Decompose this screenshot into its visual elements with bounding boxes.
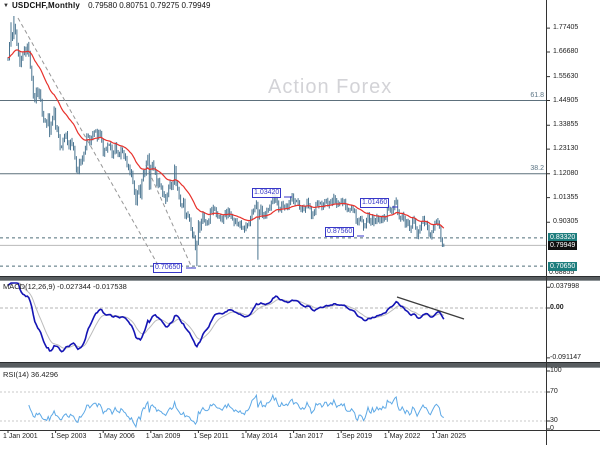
price-axis-label: 1.12080 [553,169,579,177]
macd-panel-label: MACD(12,26,9) -0.027344 -0.017538 [3,282,127,291]
time-axis-label: 1 May 2006 [98,433,135,440]
time-axis[interactable]: 1 Jan 2001 1 Sep 2003 1 May 2006 1 Jan 2009… [0,431,600,450]
chart-line [7,27,550,433]
macd-axis-label: 0.00 [550,304,564,311]
rsi-axis-label: 30 [550,417,558,424]
rsi-axis-label: 100 [550,367,562,374]
time-axis-label: 1 Jan 2001 [3,433,38,440]
macd-axis-label: 0.037998 [550,283,580,291]
time-axis-label: 1 May 2022 [383,433,421,440]
price-tag: 0.79949 [548,240,578,250]
price-axis-border [546,0,547,445]
rsi-panel-label: RSI(14) 36.4296 [3,370,59,379]
chart-line [7,282,445,353]
chart-line [28,393,444,429]
time-axis-label: 1 Jan 2009 [145,433,181,440]
time-axis-label: 1 Jan 2017 [288,433,324,440]
chart-line [396,296,465,320]
ohlc-readout: 0.79580 0.80751 0.79275 0.79949 [88,1,211,10]
price-tag: 0.70650 [548,261,578,271]
chart-line [186,196,398,269]
price-axis-label: 0.90305 [553,218,579,226]
price-axis-label: 1.55630 [553,72,579,80]
chart-line [145,164,193,269]
price-axis-label: 1.23130 [553,145,579,153]
time-axis-label: 1 Sep 2019 [336,433,372,440]
price-axis-label: 1.44905 [553,96,579,104]
time-axis-label: 1 Sep 2011 [193,433,229,440]
chart-line [7,16,445,267]
price-axis[interactable]: 1.77405 1.66680 1.55630 1.44905 1.33855 1.231… [547,0,600,432]
watermark: Action Forex [268,76,393,98]
price-axis-label: 0.68855 [549,269,575,276]
time-axis-label: 1 May 2014 [241,433,278,440]
macd-axis-label: -0.091147 [550,353,582,361]
price-tag: 0.83320 [548,233,578,243]
chart-line [7,49,445,229]
price-axis-label: 1.77405 [553,24,579,32]
price-axis-label: 1.66680 [553,47,579,55]
time-axis-border [0,430,600,431]
chart-title: ▼ USDCHF,Monthly 0.79580 0.80751 0.79275 0… [3,1,210,10]
price-axis-label: 1.01355 [553,193,579,201]
rsi-axis-label: 70 [550,388,558,395]
chart-line [17,17,159,266]
symbol-timeframe-label: USDCHF,Monthly [11,1,81,10]
price-axis-label: 1.33855 [553,121,579,129]
time-axis-label: 1 Sep 2003 [50,433,87,440]
rsi-axis-label: 0 [550,425,554,432]
chevron-down-icon[interactable]: ▼ [3,3,9,9]
time-axis-label: 1 Jan 2025 [431,433,467,440]
panel-splitter-macd[interactable] [0,276,600,281]
panel-splitter-rsi[interactable] [0,362,600,368]
